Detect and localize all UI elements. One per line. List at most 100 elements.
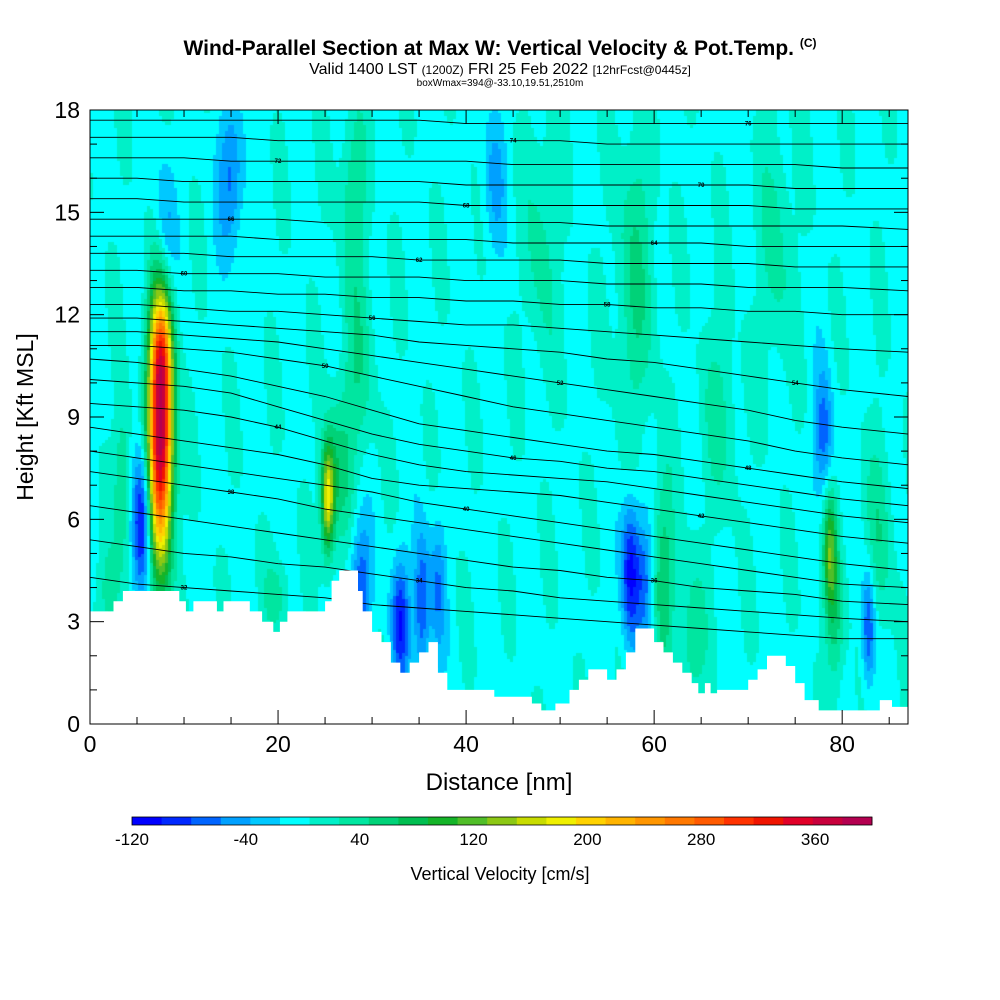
- colorbar-swatch: [842, 817, 873, 825]
- isentrope-label: 56: [369, 316, 376, 322]
- isentrope-66: [90, 218, 908, 230]
- colorbar-swatch: [220, 817, 251, 825]
- plot-area: 32 34 36 38 40 42 44 46 48 50 52 54 56 58 60 62 64 66 68 70…: [89, 109, 909, 725]
- colorbar-tick-label: -40: [234, 830, 259, 849]
- colorbar-swatch: [783, 817, 814, 825]
- isentrope-62: [90, 252, 908, 268]
- x-axis: 0 20 40 60 80: [84, 110, 890, 757]
- colorbar-swatch: [191, 817, 222, 825]
- isentrope-48: [90, 358, 908, 490]
- valid-utc: (1200Z): [421, 63, 464, 77]
- colorbar-swatch: [516, 817, 547, 825]
- isentrope-label: 72: [275, 159, 282, 165]
- isentrope-56: [90, 303, 908, 353]
- isentrope-label: 74: [510, 139, 517, 145]
- isentrope-label: 58: [604, 302, 611, 308]
- isentrope-72: [90, 157, 908, 169]
- isentrope-label: 38: [228, 490, 235, 496]
- colorbar: -120 -40 40 120 200 280 360: [115, 816, 873, 849]
- isentrope-label: 52: [557, 381, 564, 387]
- isentrope-label: 68: [463, 204, 470, 210]
- isentrope-contours: 32 34 36 38 40 42 44 46 48 50 52 54 56 58 60 62 64 66 68 70…: [90, 119, 908, 640]
- isentrope-50: [90, 344, 908, 466]
- copyright-mark: (C): [799, 36, 817, 50]
- colorbar-swatch: [368, 817, 399, 825]
- isentrope-label: 34: [416, 579, 423, 585]
- isentrope-label: 50: [322, 364, 329, 370]
- colorbar-swatch: [487, 817, 518, 825]
- isentrope-64: [90, 235, 908, 247]
- terrain-mask: [90, 570, 908, 724]
- isentrope-label: 60: [181, 272, 188, 278]
- isentrope-label: 64: [651, 241, 658, 247]
- colorbar-swatch: [339, 817, 370, 825]
- isentrope-44: [90, 402, 908, 524]
- isentrope-36: [90, 505, 908, 606]
- colorbar-tick-label: 360: [801, 830, 829, 849]
- isentrope-label: 40: [463, 507, 470, 513]
- forecast-run: [12hrFcst@0445z]: [592, 63, 691, 77]
- colorbar-tick-label: 280: [687, 830, 715, 849]
- isentrope-40: [90, 450, 908, 571]
- valid-time-line: Valid 1400 LST (1200Z) FRI 25 Feb 2022 […: [0, 61, 1000, 79]
- isentrope-42: [90, 426, 908, 544]
- x-axis-label: Distance [nm]: [426, 769, 573, 796]
- y-tick-label: 0: [67, 711, 80, 737]
- isentrope-52: [90, 331, 908, 435]
- colorbar-swatch: [664, 817, 695, 825]
- isentrope-label: 48: [745, 466, 752, 472]
- isentrope-label: 70: [698, 183, 705, 189]
- x-tick-label: 0: [84, 731, 97, 757]
- isentrope-74: [90, 136, 908, 145]
- colorbar-swatch: [457, 817, 488, 825]
- colorbar-swatch: [605, 817, 636, 825]
- y-tick-label: 12: [54, 302, 80, 328]
- colorbar-swatch: [250, 817, 281, 825]
- y-tick-label: 6: [67, 506, 80, 532]
- isentrope-60: [90, 269, 908, 292]
- isentrope-label: 54: [792, 381, 799, 387]
- valid-date: FRI 25 Feb 2022: [468, 61, 589, 78]
- colorbar-swatch: [398, 817, 429, 825]
- colorbar-swatch: [576, 817, 606, 825]
- colorbar-swatch: [546, 817, 577, 825]
- isentrope-70: [90, 177, 908, 189]
- isentrope-38: [90, 471, 908, 589]
- isentrope-46: [90, 379, 908, 507]
- isentrope-68: [90, 198, 908, 210]
- colorbar-swatch: [132, 817, 162, 825]
- colorbar-swatch: [161, 817, 192, 825]
- x-tick-label: 40: [453, 731, 479, 757]
- y-tick-label: 15: [54, 199, 80, 225]
- colorbar-frame: [131, 816, 873, 826]
- colorbar-tick-label: -120: [115, 830, 149, 849]
- chart-title: Wind-Parallel Section at Max W: Vertical…: [183, 36, 817, 60]
- isentrope-34: [90, 539, 908, 623]
- y-tick-label: 3: [67, 609, 80, 635]
- x-tick-label: 80: [829, 731, 855, 757]
- isentrope-label: 76: [745, 122, 752, 128]
- colorbar-swatch: [812, 817, 843, 825]
- isentrope-58: [90, 286, 908, 316]
- colorbar-swatch: [309, 817, 340, 825]
- isentrope-label: 36: [651, 579, 658, 585]
- colorbar-label: Vertical Velocity [cm/s]: [410, 864, 589, 884]
- isentrope-76: [90, 119, 908, 125]
- colorbar-swatch: [753, 817, 784, 825]
- isentrope-label: 46: [510, 456, 517, 462]
- colorbar-swatch: [428, 817, 458, 825]
- valid-time: Valid 1400 LST: [309, 61, 418, 78]
- isentrope-label: 42: [698, 514, 705, 520]
- y-tick-label: 18: [54, 97, 80, 123]
- isentrope-54: [90, 317, 908, 397]
- isentrope-label: 66: [228, 217, 235, 223]
- x-tick-label: 20: [265, 731, 291, 757]
- colorbar-tick-label: 120: [459, 830, 487, 849]
- y-axis-label: Height [Kft MSL]: [12, 333, 38, 500]
- colorbar-swatch: [280, 817, 310, 825]
- colorbar-swatch: [635, 817, 666, 825]
- y-tick-label: 9: [67, 404, 80, 430]
- isentrope-label: 44: [275, 425, 282, 431]
